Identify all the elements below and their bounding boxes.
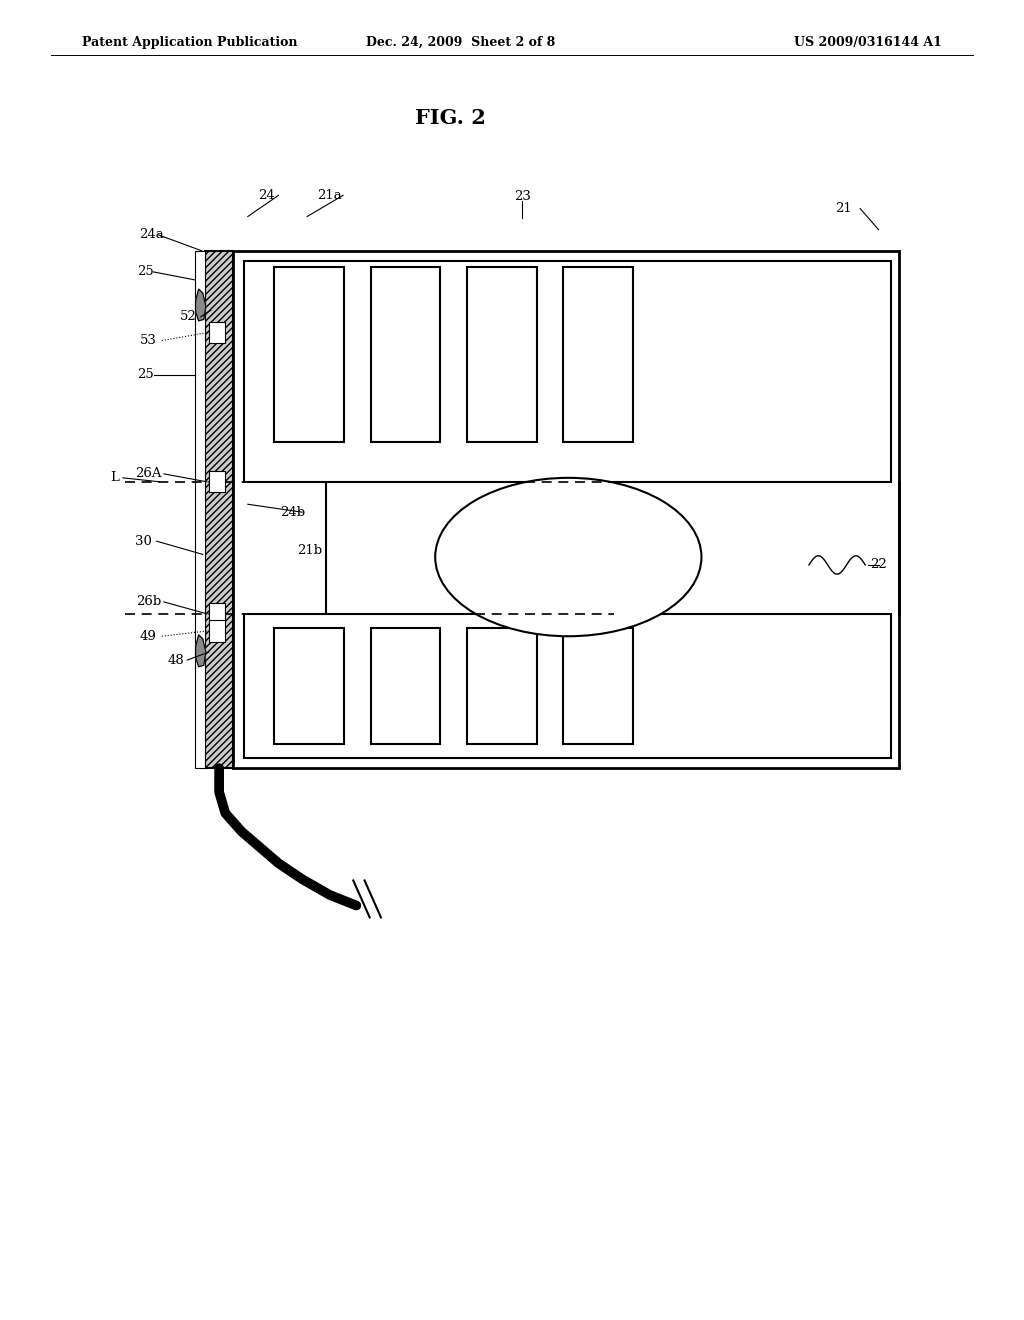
Text: 22: 22 xyxy=(870,558,887,572)
Text: 30: 30 xyxy=(135,535,152,548)
Text: FIG. 2: FIG. 2 xyxy=(415,108,486,128)
Bar xyxy=(371,267,440,442)
Text: 48: 48 xyxy=(168,653,184,667)
Polygon shape xyxy=(196,635,206,667)
Bar xyxy=(274,628,344,744)
Bar xyxy=(209,322,225,343)
Polygon shape xyxy=(196,289,206,321)
Bar xyxy=(371,628,440,744)
Text: 53: 53 xyxy=(140,334,157,347)
Bar xyxy=(205,251,233,768)
Text: 26A: 26A xyxy=(135,467,162,480)
Text: 24: 24 xyxy=(258,189,274,202)
Bar xyxy=(274,267,344,442)
Bar xyxy=(209,620,225,642)
Bar xyxy=(563,628,633,744)
Text: Dec. 24, 2009  Sheet 2 of 8: Dec. 24, 2009 Sheet 2 of 8 xyxy=(367,36,555,49)
Text: 24b: 24b xyxy=(281,506,305,519)
Bar xyxy=(233,251,899,768)
Ellipse shape xyxy=(435,478,701,636)
Text: 52: 52 xyxy=(180,310,197,323)
Text: 25: 25 xyxy=(137,265,154,279)
Bar xyxy=(195,251,205,768)
Text: Patent Application Publication: Patent Application Publication xyxy=(82,36,297,49)
Text: 49: 49 xyxy=(140,630,157,643)
Bar xyxy=(467,267,537,442)
Bar xyxy=(563,267,633,442)
Text: 21: 21 xyxy=(836,202,852,215)
Text: L: L xyxy=(111,471,119,484)
Text: 21a: 21a xyxy=(317,189,342,202)
Text: 26b: 26b xyxy=(136,595,161,609)
Text: 21b: 21b xyxy=(297,544,322,557)
Bar xyxy=(209,603,225,624)
Text: US 2009/0316144 A1: US 2009/0316144 A1 xyxy=(795,36,942,49)
Text: 25: 25 xyxy=(137,368,154,381)
Bar xyxy=(467,628,537,744)
Text: 23: 23 xyxy=(514,190,530,203)
Bar xyxy=(244,614,891,758)
Text: 24a: 24a xyxy=(139,228,164,242)
Bar xyxy=(244,261,891,482)
Bar xyxy=(209,471,225,492)
